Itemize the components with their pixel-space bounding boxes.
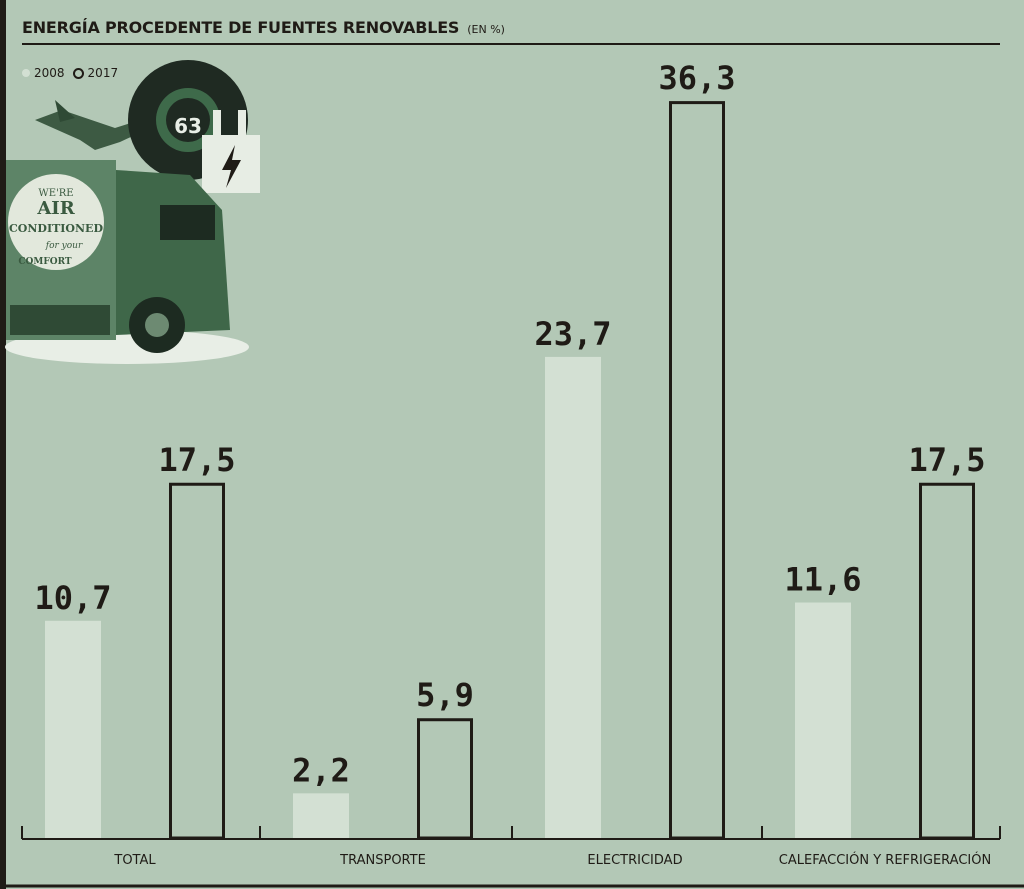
bar-electricidad-2008 <box>545 356 601 838</box>
data-label-electricidad-2017: 36,3 <box>658 59 735 97</box>
legend: 2008 2017 <box>22 66 118 80</box>
legend-2008-marker <box>22 69 30 77</box>
truck-badge <box>8 174 104 270</box>
bar-transporte-2017 <box>417 718 473 840</box>
title-rule <box>22 43 1000 45</box>
chart-header: ENERGÍA PROCEDENTE DE FUENTES RENOVABLES… <box>22 18 505 37</box>
legend-2017-label: 2017 <box>87 66 119 80</box>
legend-2008-label: 2008 <box>34 66 65 80</box>
svg-text:for your: for your <box>45 241 83 251</box>
chart-unit: (EN %) <box>467 23 505 36</box>
bar-calefaccion-y-refrigeracion-2017 <box>919 482 975 840</box>
svg-text:CONDITIONED: CONDITIONED <box>9 222 103 235</box>
bar-transporte-2008 <box>293 793 349 838</box>
bar-calefaccion-y-refrigeracion-2008 <box>795 602 851 838</box>
data-label-total-2017: 17,5 <box>158 441 235 479</box>
data-label-calefaccion-y-refrigeracion-2017: 17,5 <box>908 441 985 479</box>
data-label-transporte-2017: 5,9 <box>416 676 474 714</box>
x-axis: TOTAL TRANSPORTE ELECTRICIDAD CALEFACCIÓN Y… <box>6 826 1024 888</box>
truck-plane-illustration: 63 WE'RE AIR CONDITIONED for your COMFOR… <box>5 60 260 364</box>
bars-group: 10,7 17,5 2,2 5,9 23,7 36,3 11,6 17,5 <box>34 59 986 840</box>
data-label-electricidad-2008: 23,7 <box>534 315 611 353</box>
data-label-transporte-2008: 2,2 <box>292 751 350 789</box>
svg-text:WE'RE: WE'RE <box>38 188 73 199</box>
bar-total-2017 <box>169 482 225 840</box>
data-label-total-2008: 10,7 <box>34 579 111 617</box>
svg-text:AIR: AIR <box>36 198 75 219</box>
category-label-electricidad: ELECTRICIDAD <box>587 853 682 868</box>
svg-text:COMFORT: COMFORT <box>18 257 72 267</box>
data-label-calefaccion-y-refrigeracion-2008: 11,6 <box>784 561 861 599</box>
category-label-transporte: TRANSPORTE <box>339 853 426 868</box>
bar-total-2008 <box>45 620 101 838</box>
lightning-icon <box>222 145 241 188</box>
legend-2017-marker <box>72 67 84 79</box>
gauge-value: 63 <box>174 114 202 138</box>
chart-title: ENERGÍA PROCEDENTE DE FUENTES RENOVABLES <box>22 18 460 37</box>
bar-electricidad-2017 <box>669 101 725 840</box>
left-border <box>0 0 6 889</box>
category-label-calefaccion-y-refrigeracion: CALEFACCIÓN Y REFRIGERACIÓN <box>779 852 991 868</box>
category-label-total: TOTAL <box>113 853 156 868</box>
